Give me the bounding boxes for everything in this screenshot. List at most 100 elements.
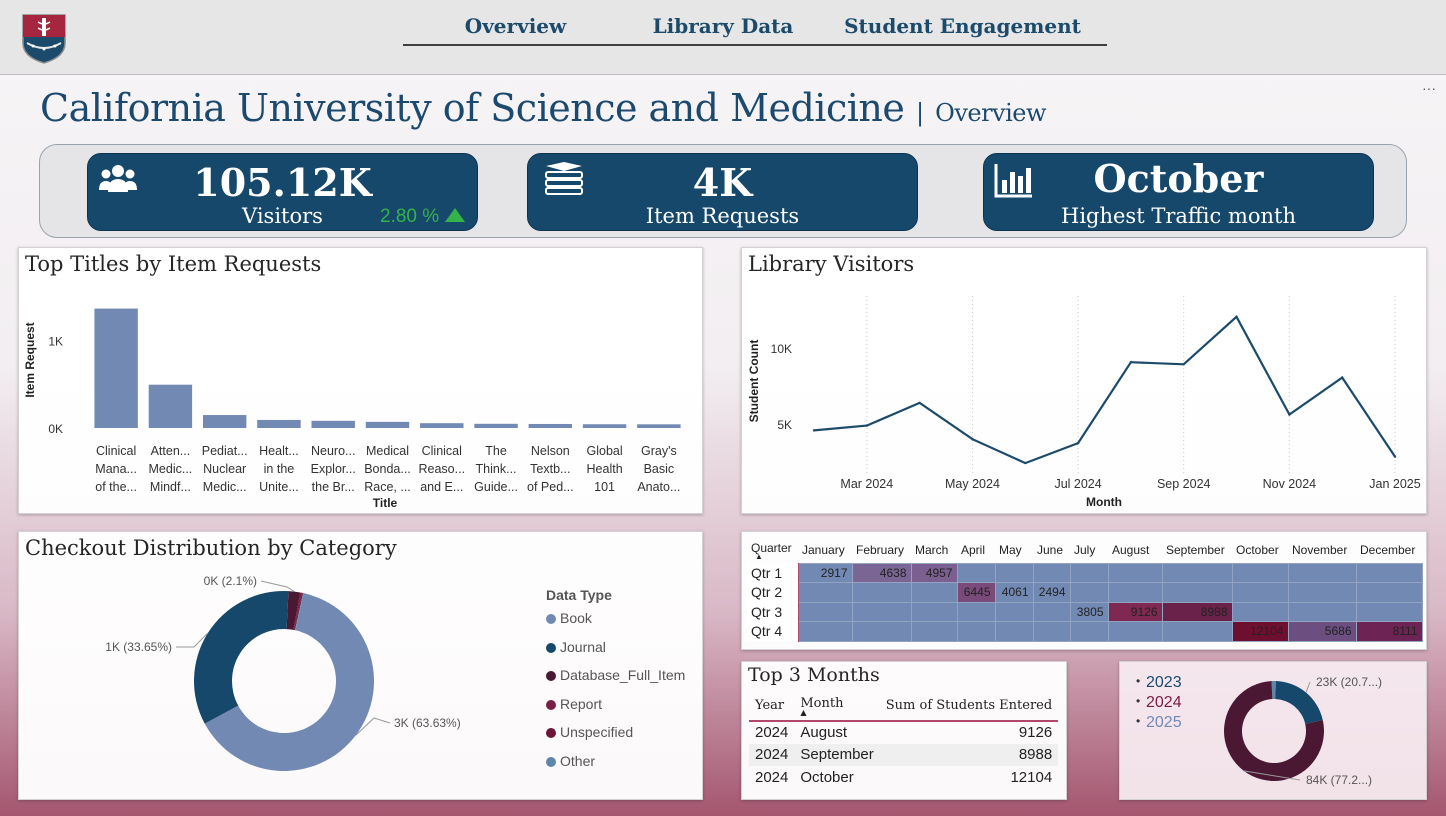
kpi-visitors-delta-text: 2.80 % [380,206,440,227]
x-tick-label: of the... [95,480,137,494]
matrix-cell [1161,582,1233,603]
top3-cell: 9126 [1018,724,1053,742]
matrix-row: Qtr 1 2917 4638 4957 [747,562,1423,583]
slice-leader-line [1243,770,1301,781]
top3-panel: Top 3 Months [741,661,1067,800]
slice-leader-line [176,632,209,648]
matrix-month-header: June [1037,542,1064,557]
matrix-header-row: Quarter ▲ January February March April Ma… [747,537,1422,563]
matrix-cell [797,582,853,603]
matrix-cell [797,621,853,642]
matrix-row-header[interactable]: Qtr 3 [747,602,799,622]
legend-item-journal[interactable]: Journal [546,639,606,655]
pie-slice [1271,681,1276,700]
tab-student-engagement[interactable]: Student Engagement [818,12,1107,46]
bar [637,424,681,428]
legend-item-unspecified[interactable]: Unspecified [546,724,633,740]
legend-label: Unspecified [560,724,634,741]
top-nav-bar: Overview Library Data Student Engagement [0,0,1446,75]
matrix-cell [1161,562,1233,583]
top3-table: Year Month ▲ Sum of Students Entered 2024… [749,690,1059,789]
table-row: 2024 October 12104 [749,766,1058,789]
top3-col-month[interactable]: Month ▲ [794,690,880,722]
top3-cell: 2024 [755,768,789,786]
kpi-visitors-value: 105.12K [193,160,372,205]
matrix-cell [1069,562,1109,583]
library-visitors-title: Library Visitors [748,252,915,276]
tab-overview[interactable]: Overview [403,12,628,46]
matrix-cell [1032,621,1071,642]
kpi-traffic-label: Highest Traffic month [1061,204,1296,228]
bar [420,423,464,428]
data-point [1076,441,1080,445]
page-title: California University of Science and Med… [40,86,1047,130]
matrix-month-header: October [1236,542,1279,557]
x-tick-label: The [485,444,507,458]
legend-item-report[interactable]: Report [546,696,602,712]
y-axis-label: Student Count [747,340,761,423]
checkout-distribution-title: Checkout Distribution by Category [25,536,397,560]
table-row: 2024 September 8988 [749,743,1059,766]
matrix-month-header: July [1074,542,1096,557]
legend-dot [546,757,556,767]
title-text: California University of Science and Med… [40,86,905,130]
x-tick-label: Basic [644,462,675,476]
matrix-cell: 8988 [1161,601,1233,622]
matrix-cell [994,562,1034,583]
x-tick-label: Textb... [530,462,570,476]
x-tick-label: Pediat... [202,444,248,458]
matrix-row-header[interactable]: Qtr 1 [747,563,799,583]
matrix-month-header: February [856,542,905,557]
matrix-cell [1287,601,1357,622]
top-titles-panel: Top Titles by Item Requests 0K 1K Item Req… [18,247,703,514]
table-row: 2024 August 9126 [749,721,1058,744]
top3-col-year[interactable]: Year [749,690,795,722]
bar [582,424,627,428]
y-tick-label: 5K [777,418,792,432]
legend-item-database-full-item[interactable]: Database_Full_Item [546,667,685,683]
x-tick-label: Race, ... [364,480,411,494]
matrix-cell [851,582,912,603]
legend-dot [546,642,556,653]
matrix-row: Qtr 4 12104 5686 8111 [747,621,1423,642]
legend-label: Database_Full_Item [560,667,686,684]
bar [257,419,301,428]
legend-label-2023: 2023 [1146,674,1182,691]
tab-library-data[interactable]: Library Data [628,12,818,46]
sort-up-icon: ▲ [755,552,763,561]
x-tick-label: Medical [366,444,409,458]
ellipsis-icon[interactable]: ··· [1422,80,1436,96]
legend-dot [546,614,556,624]
slice-leader-line [1305,681,1311,693]
data-point [918,401,921,405]
data-point [1288,413,1291,416]
matrix-cell [1107,582,1163,603]
matrix-corner[interactable]: Quarter ▲ [747,537,798,563]
matrix-cell [1069,621,1109,642]
x-tick-label: Mindf... [150,480,191,494]
x-tick-label: Unite... [259,480,299,494]
x-tick-label: Clinical [96,444,136,458]
kpi-strip: 105.12K Visitors 2.80 % 4K Item Requests… [39,144,1407,238]
kpi-visitors-label: Visitors [242,204,323,228]
top3-col-sum[interactable]: Sum of Students Entered [879,690,1059,722]
matrix-cell: 9126 [1107,601,1163,622]
matrix-row-header[interactable]: Qtr 4 [747,621,799,641]
top3-cell: 12104 [1010,768,1053,786]
legend-dot [546,728,556,739]
legend-dot [546,699,556,710]
legend-item-book[interactable]: Book [546,610,592,626]
x-tick-label: the Br... [312,480,355,494]
x-tick-label: May 2024 [945,477,1000,491]
x-tick-label: Nelson [531,444,570,458]
data-point [1340,376,1344,379]
kpi-requests-value: 4K [692,160,753,205]
top3-cell: 2024 [755,724,789,742]
bar [365,421,410,428]
matrix-cell: 3805 [1069,601,1109,622]
legend-item-other[interactable]: Other [546,753,595,769]
matrix-cell [994,621,1034,642]
x-tick-label: Explor... [311,462,356,476]
matrix-row-header[interactable]: Qtr 2 [747,582,799,602]
data-point [812,429,816,432]
